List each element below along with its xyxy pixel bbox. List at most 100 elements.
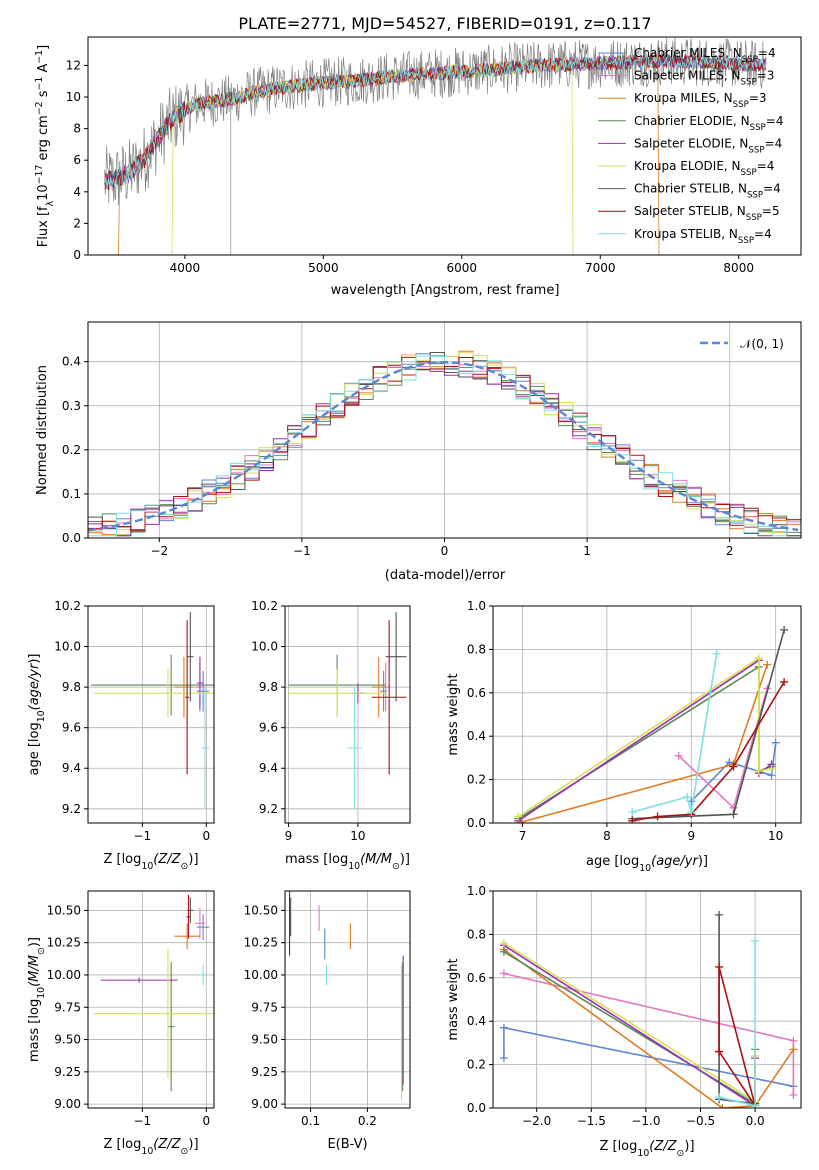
- y-tick-label: 0.0: [467, 1101, 486, 1115]
- x-tick-label: 0.0: [746, 1114, 765, 1128]
- weight-marker: [499, 939, 508, 948]
- weight-marker: [789, 1045, 798, 1054]
- y-tick-label: 9.4: [62, 761, 81, 775]
- weight-marker: [780, 677, 789, 686]
- y-tick-label: 10.25: [244, 936, 278, 950]
- x-axis-label: wavelength [Angstrom, rest frame]: [331, 283, 560, 298]
- weight-marker: [771, 738, 780, 747]
- y-tick-label: 0: [73, 248, 81, 262]
- errorbar-chabrier-stelib: [187, 612, 194, 702]
- legend-entry: Salpeter MILES, NSSP=3: [634, 69, 774, 88]
- axes-frame: [492, 890, 802, 1109]
- spectrum-line-kroupa-stelib: [104, 53, 767, 189]
- errorbar-chabrier-miles: [196, 670, 210, 712]
- ticks: −2 −1 0 1 2 0.0 0.1 0.2 0.3 0.4: [62, 355, 734, 558]
- weight-marker: [789, 1036, 798, 1045]
- weight-marker: [674, 751, 683, 760]
- y-tick-label: 9.50: [251, 1033, 278, 1047]
- x-axis-label: E(B-V): [327, 1137, 367, 1152]
- spectrum-line-data: [104, 37, 767, 206]
- errorbar-chabrier-elodie: [167, 962, 175, 1092]
- y-tick-label: 0.0: [467, 816, 486, 830]
- y-tick-label: 9.75: [54, 1000, 81, 1014]
- weight-line-kroupa-stelib: [718, 940, 756, 1107]
- legend-entry: Kroupa MILES, NSSP=3: [634, 91, 767, 110]
- x-axis-label: Z [log10(Z/Z⊙)]: [103, 852, 198, 872]
- weight-marker: [789, 1090, 798, 1099]
- ticks: 7 8 9 10 0.0 0.2 0.4 0.6 0.8 1.0: [467, 599, 783, 843]
- grid: [285, 605, 410, 823]
- x-tick-label: −1: [293, 544, 311, 558]
- y-tick-label: 0.3: [62, 399, 81, 413]
- plot-area: [288, 612, 407, 809]
- x-tick-label: 1: [583, 544, 591, 558]
- x-tick-label: 8000: [723, 261, 754, 275]
- errorbar-kroupa-elodie: [288, 668, 386, 718]
- y-tick-label: 0.8: [467, 927, 486, 941]
- x-tick-label: −1.0: [631, 1114, 660, 1128]
- errorbar-kroupa-stelib: [347, 687, 362, 809]
- mass-vs-extinction-panel: 0.1 0.2 9.00 9.25 9.50 9.75 10.00 10.25 10.50 E(B…: [244, 890, 411, 1152]
- y-tick-label: 9.2: [259, 802, 278, 816]
- x-tick-label: −1.5: [577, 1114, 606, 1128]
- ticks: 0.1 0.2 9.00 9.25 9.50 9.75 10.00 10.25 10.50: [244, 903, 377, 1128]
- normal-curve: [88, 360, 799, 532]
- errorbar-salpeter-stelib: [186, 894, 191, 939]
- plot-area: [514, 625, 789, 823]
- y-tick-label: 10.0: [54, 640, 81, 654]
- y-tick-label: 0.4: [62, 355, 81, 369]
- weight-marker: [499, 1023, 508, 1032]
- weight-marker: [763, 660, 772, 669]
- legend-entry: 𝒩(0, 1): [740, 337, 784, 351]
- x-tick-label: 2: [726, 544, 734, 558]
- weight-marker: [751, 1101, 760, 1108]
- legend-entry: Salpeter STELIB, NSSP=5: [634, 204, 780, 223]
- y-tick-label: 9.00: [251, 1097, 278, 1111]
- errorbar-salpeter-stelib: [371, 620, 407, 775]
- x-tick-label: −2: [150, 544, 168, 558]
- legend-entry: Chabrier MILES, NSSP=4: [634, 46, 776, 65]
- y-tick-label: 9.2: [62, 802, 81, 816]
- x-tick-label: 9: [285, 829, 293, 843]
- y-tick-label: 10.50: [47, 903, 81, 917]
- plot-area: [288, 891, 404, 1101]
- y-tick-label: 10.2: [251, 599, 278, 613]
- weight-marker: [780, 625, 789, 634]
- weight-marker: [683, 792, 692, 801]
- weight-marker: [729, 762, 738, 771]
- y-tick-label: 10.2: [54, 599, 81, 613]
- weight-marker: [628, 816, 637, 823]
- y-tick-label: 9.4: [259, 761, 278, 775]
- weight-marker: [715, 962, 724, 971]
- y-tick-label: 1.0: [467, 884, 486, 898]
- grid: [88, 605, 214, 823]
- axes-frame: [87, 36, 802, 256]
- weight-marker: [729, 810, 738, 819]
- x-tick-label: 6000: [447, 261, 478, 275]
- x-axis-label: age [log10(age/yr)]: [586, 854, 708, 874]
- y-tick-label: 6: [73, 153, 81, 167]
- y-tick-label: 0.2: [467, 773, 486, 787]
- errorbar-salpeter-miles: [194, 907, 206, 939]
- x-tick-label: 7000: [585, 261, 616, 275]
- x-tick-label: 0.1: [301, 1114, 320, 1128]
- x-tick-label: 0: [441, 544, 449, 558]
- x-tick-label: 10: [350, 829, 365, 843]
- plot-area: [91, 612, 214, 809]
- y-tick-label: 4: [73, 185, 81, 199]
- x-tick-label: 8: [603, 829, 611, 843]
- x-tick-label: 0.2: [358, 1114, 377, 1128]
- figure-title: PLATE=2771, MJD=54527, FIBERID=0191, z=0…: [238, 14, 651, 33]
- weight-line-chabrier-miles: [690, 742, 777, 802]
- legend-entry: Chabrier STELIB, NSSP=4: [634, 182, 781, 201]
- axes-frame: [87, 605, 215, 824]
- weight-marker: [751, 936, 760, 945]
- ticks: −1 0 9.2 9.4 9.6 9.8 10.0 10.2: [54, 599, 210, 843]
- weight-marker: [653, 812, 662, 821]
- x-tick-label: −1: [134, 1114, 152, 1128]
- grid: [493, 605, 801, 824]
- y-tick-label: 0.6: [467, 686, 486, 700]
- axes-frame: [284, 890, 411, 1109]
- weight-line-kroupa-elodie: [517, 656, 772, 818]
